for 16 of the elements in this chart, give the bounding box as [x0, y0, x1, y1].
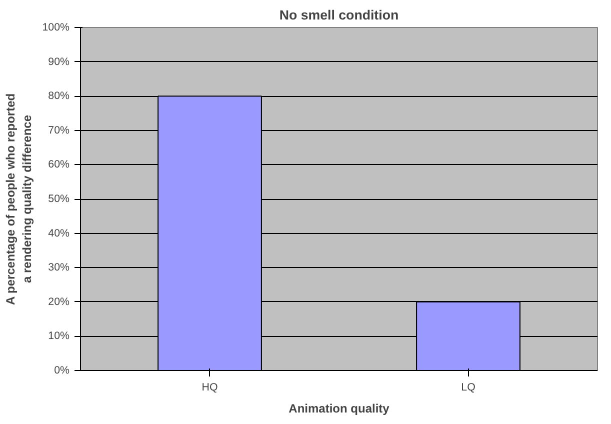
y-tick-label: 100%	[42, 22, 70, 34]
x-axis-title: Animation quality	[288, 402, 390, 416]
y-tick-label: 70%	[48, 124, 70, 136]
y-tick-label: 30%	[48, 262, 70, 274]
y-tick-label: 50%	[48, 193, 70, 205]
y-tick-label: 60%	[48, 158, 70, 171]
chart-title: No smell condition	[279, 8, 399, 22]
y-axis-title: A percentage of people who reported a rendering quality difference	[3, 93, 34, 306]
x-tick-label: HQ	[202, 382, 218, 394]
y-tick-label: 0%	[54, 364, 70, 376]
y-tick-label: 10%	[48, 330, 70, 342]
x-tick-label: LQ	[461, 382, 476, 394]
y-tick-label: 90%	[48, 56, 70, 68]
y-tick-label: 80%	[48, 90, 70, 102]
y-tick-label: 20%	[48, 296, 70, 308]
y-tick-label: 40%	[48, 227, 70, 240]
